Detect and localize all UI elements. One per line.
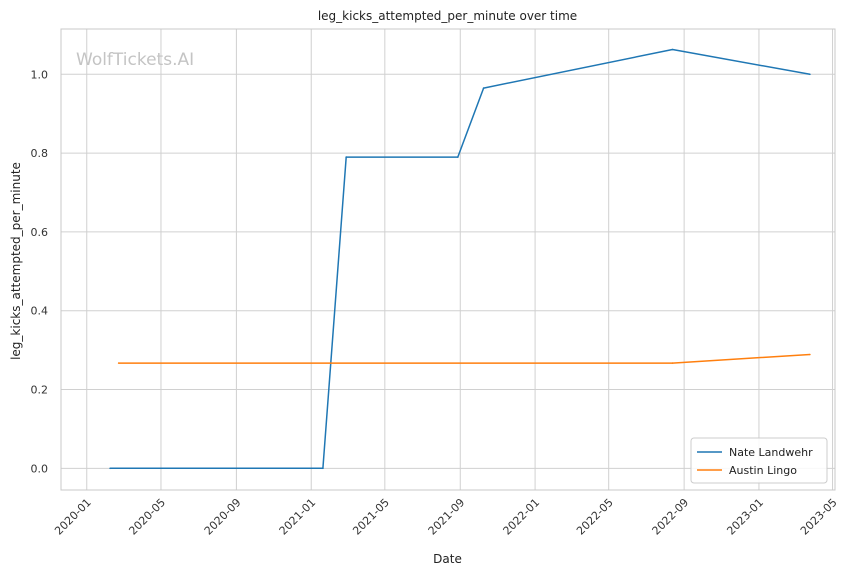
y-axis-label: leg_kicks_attempted_per_minute	[9, 162, 23, 360]
data-point	[809, 353, 811, 356]
watermark: WolfTickets.AI	[76, 50, 194, 70]
data-point	[345, 156, 348, 158]
data-point	[809, 73, 811, 76]
y-tick-label: 0.6	[31, 226, 49, 239]
chart-title: leg_kicks_attempted_per_minute over time	[318, 9, 577, 23]
legend-label: Austin Lingo	[729, 464, 797, 477]
legend: Nate Landwehr Austin Lingo	[690, 437, 828, 484]
data-point	[117, 362, 120, 364]
y-tick-label: 1.0	[31, 68, 49, 81]
y-tick-label: 0.2	[31, 384, 49, 397]
y-tick-label: 0.0	[31, 462, 49, 475]
legend-box	[690, 437, 828, 484]
data-point	[482, 87, 485, 89]
data-point	[322, 467, 324, 470]
y-tick-label: 0.8	[31, 147, 49, 160]
plot-frame	[60, 28, 836, 491]
y-tick-label: 0.4	[31, 305, 49, 318]
data-point	[457, 156, 459, 158]
data-point	[109, 467, 111, 470]
y-axis-ticks: 0.0 0.2 0.4 0.6 0.8 1.0	[31, 68, 49, 475]
data-point	[671, 362, 674, 364]
data-point	[671, 48, 674, 51]
legend-label: Nate Landwehr	[729, 446, 813, 459]
x-axis-label: Date	[433, 552, 462, 566]
series-lines	[109, 48, 811, 470]
